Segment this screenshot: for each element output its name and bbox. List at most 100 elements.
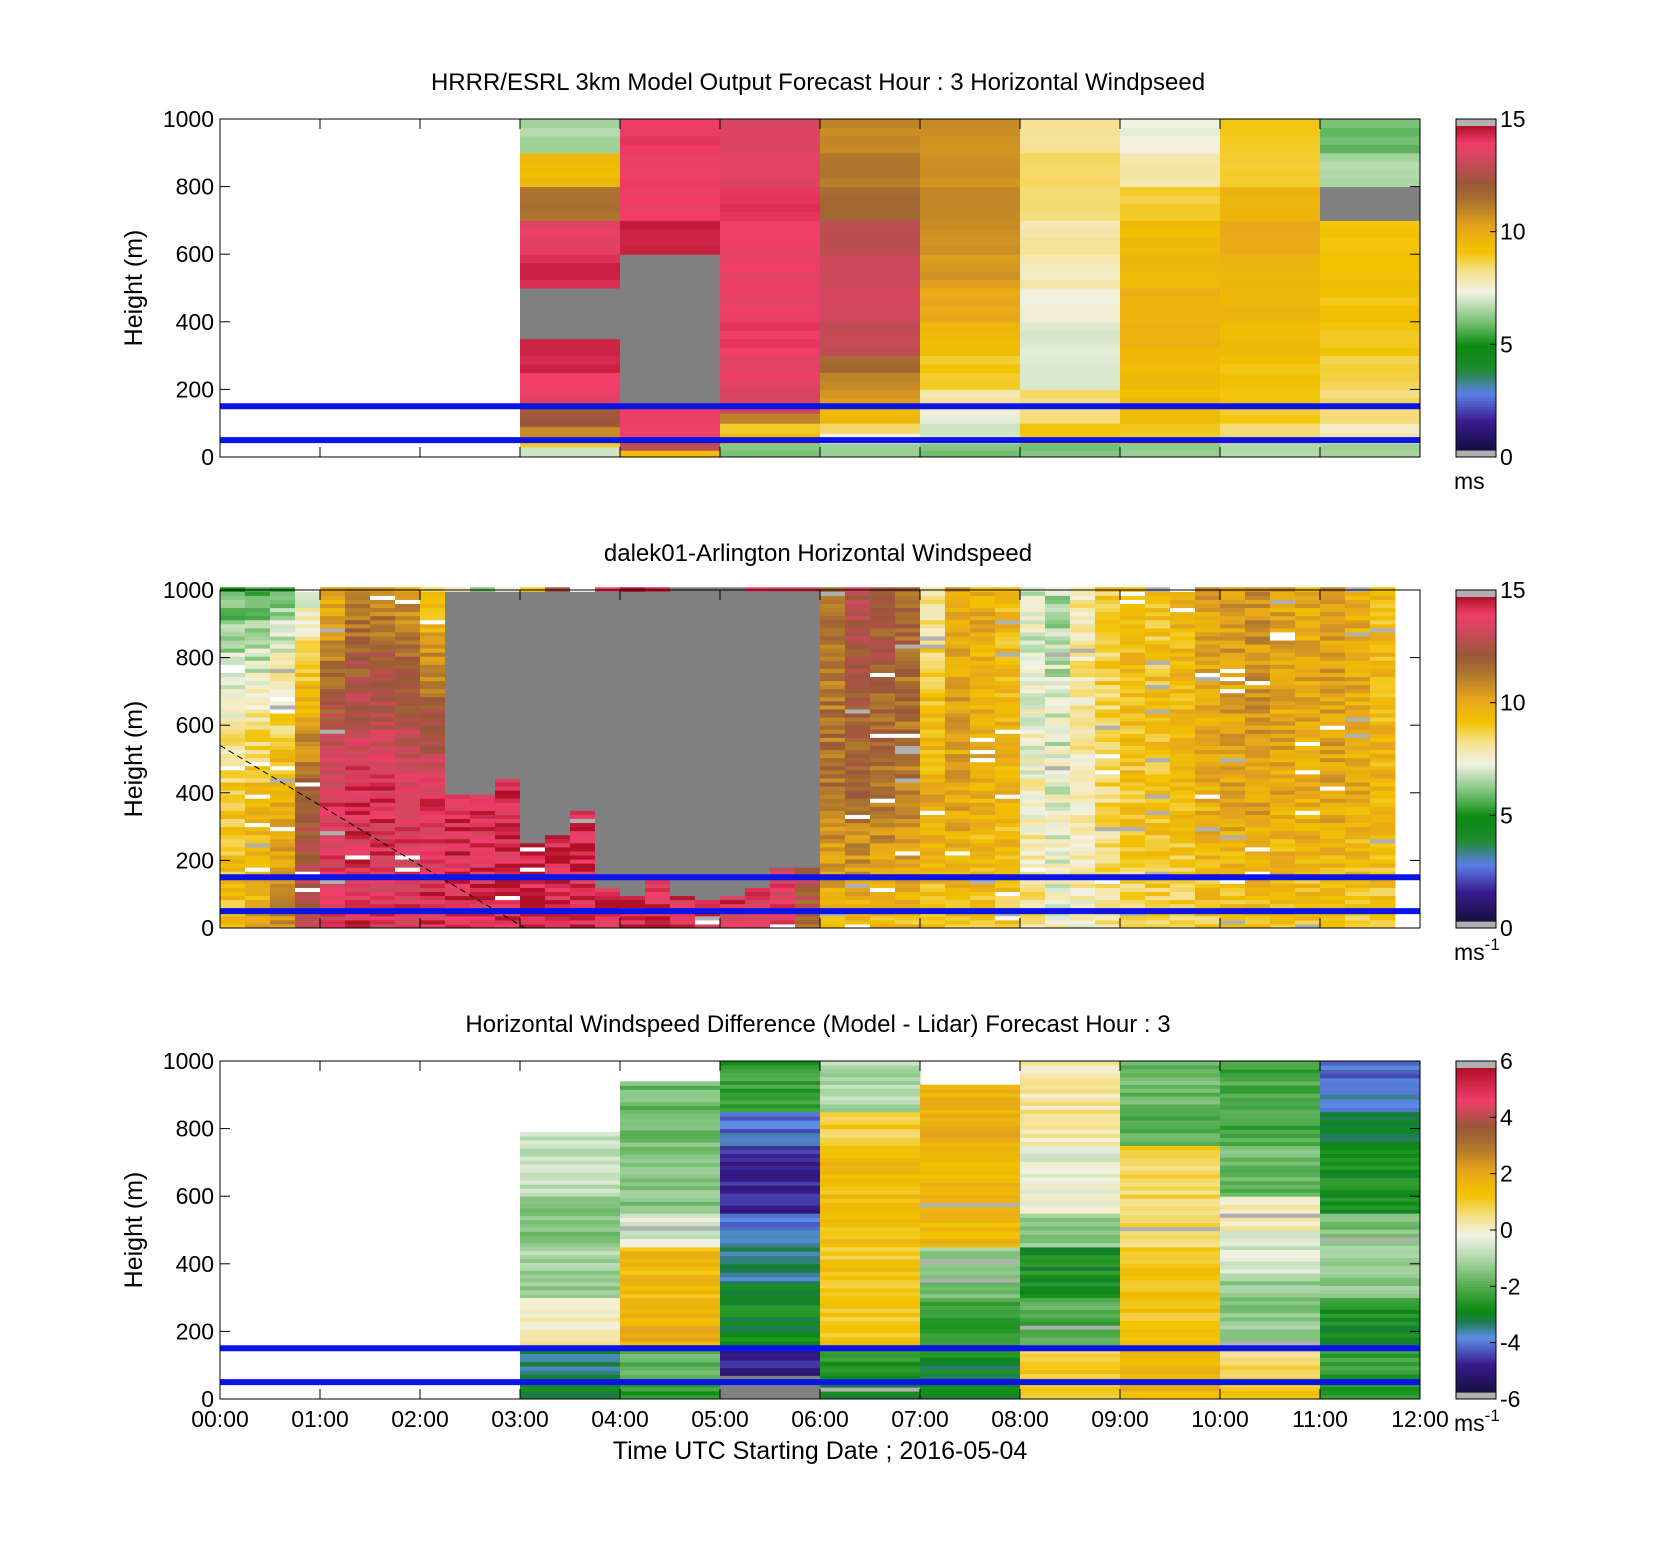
heat-cell bbox=[845, 745, 871, 751]
heat-cell bbox=[720, 1061, 821, 1066]
heat-cell bbox=[1245, 879, 1271, 884]
heat-cell bbox=[945, 737, 971, 742]
heat-cell bbox=[220, 607, 246, 613]
heat-cell bbox=[295, 842, 321, 848]
heat-cell bbox=[645, 830, 671, 836]
heat-cell bbox=[270, 887, 296, 892]
heat-cell bbox=[495, 871, 521, 876]
heat-cell bbox=[620, 336, 721, 346]
heat-cell bbox=[1020, 591, 1046, 596]
heat-cell bbox=[520, 635, 546, 641]
heat-cell bbox=[495, 644, 521, 649]
heat-cell bbox=[995, 603, 1021, 609]
heat-cell bbox=[620, 345, 721, 354]
heat-cell bbox=[895, 802, 921, 807]
heat-cell bbox=[870, 591, 896, 596]
heat-cell bbox=[270, 773, 296, 779]
heat-cell bbox=[1345, 854, 1371, 860]
heat-cell bbox=[1220, 262, 1321, 272]
heat-cell bbox=[945, 777, 971, 783]
heat-cell bbox=[1020, 380, 1121, 390]
heat-cell bbox=[795, 668, 821, 673]
heat-cell bbox=[1345, 879, 1371, 884]
heat-cell bbox=[295, 773, 321, 779]
heat-cell bbox=[1345, 846, 1371, 852]
heat-cell bbox=[820, 406, 921, 416]
heat-cell bbox=[695, 814, 721, 819]
heat-cell bbox=[445, 842, 471, 848]
heat-cell bbox=[320, 721, 346, 726]
heat-cell bbox=[695, 899, 721, 905]
heat-cell bbox=[1345, 899, 1371, 905]
heat-cell bbox=[445, 879, 471, 884]
colorbar-swatch bbox=[1456, 653, 1496, 657]
heat-cell bbox=[1245, 733, 1271, 738]
heat-cell bbox=[1070, 652, 1096, 657]
colorbar-swatch bbox=[1456, 691, 1496, 695]
heat-cell bbox=[345, 648, 371, 653]
heat-cell bbox=[1195, 635, 1221, 641]
heat-cell bbox=[1120, 389, 1221, 399]
heat-cell bbox=[1095, 842, 1121, 848]
heat-cell bbox=[820, 304, 921, 314]
heat-cell bbox=[620, 1158, 721, 1163]
colorbar-swatch bbox=[1456, 637, 1496, 641]
heat-cell bbox=[1220, 810, 1246, 815]
heat-cell bbox=[1270, 688, 1296, 694]
heat-cell bbox=[620, 1189, 721, 1195]
heat-cell bbox=[520, 1297, 621, 1303]
heat-cell bbox=[1095, 652, 1121, 657]
heat-cell bbox=[720, 1100, 821, 1105]
heat-cell bbox=[770, 863, 796, 868]
heat-cell bbox=[320, 656, 346, 661]
heat-cell bbox=[445, 717, 471, 722]
heat-cell bbox=[995, 745, 1021, 751]
heat-cell bbox=[795, 652, 821, 657]
heat-cell bbox=[1370, 863, 1396, 868]
heat-cell bbox=[1270, 648, 1296, 653]
heat-cell bbox=[620, 1321, 721, 1326]
colorbar-swatch bbox=[1456, 750, 1496, 755]
heat-cell bbox=[1170, 688, 1196, 694]
heat-cell bbox=[1320, 887, 1346, 892]
heat-cell bbox=[570, 850, 596, 856]
heat-cell bbox=[1170, 830, 1196, 836]
heat-cell bbox=[970, 676, 996, 682]
heat-cell bbox=[745, 842, 771, 848]
heat-cell bbox=[820, 761, 846, 767]
heat-cell bbox=[395, 668, 421, 673]
colorbar-swatch bbox=[1456, 325, 1496, 330]
heat-cell bbox=[1045, 704, 1071, 710]
y-tick-label: 600 bbox=[176, 712, 214, 738]
heat-cell bbox=[870, 623, 896, 629]
heat-cell bbox=[1220, 867, 1246, 872]
heat-cell bbox=[1320, 777, 1346, 783]
heat-cell bbox=[620, 1134, 721, 1139]
heat-cell bbox=[545, 660, 571, 665]
heat-cell bbox=[420, 806, 446, 811]
colorbar-swatch bbox=[1456, 912, 1496, 917]
heat-cell bbox=[1345, 737, 1371, 742]
heat-cell bbox=[520, 1370, 621, 1375]
heat-cell bbox=[420, 595, 446, 600]
heat-cell bbox=[745, 753, 771, 759]
heat-cell bbox=[1195, 846, 1221, 852]
heat-cell bbox=[1195, 729, 1221, 734]
heat-cell bbox=[1120, 211, 1221, 221]
heat-cell bbox=[445, 668, 471, 673]
heat-cell bbox=[470, 867, 496, 872]
heat-cell bbox=[320, 854, 346, 860]
heat-cell bbox=[420, 798, 446, 803]
heat-cell bbox=[720, 871, 746, 876]
heat-cell bbox=[245, 619, 271, 625]
heat-cell bbox=[820, 254, 921, 264]
heat-cell bbox=[395, 814, 421, 819]
heat-cell bbox=[845, 895, 871, 901]
heat-cell bbox=[945, 838, 971, 844]
heat-cell bbox=[1345, 891, 1371, 897]
colorbar-swatch bbox=[1456, 360, 1496, 365]
heat-cell bbox=[620, 887, 646, 892]
heat-cell bbox=[1320, 211, 1421, 221]
heat-cell bbox=[1345, 700, 1371, 706]
heat-cell bbox=[270, 810, 296, 815]
